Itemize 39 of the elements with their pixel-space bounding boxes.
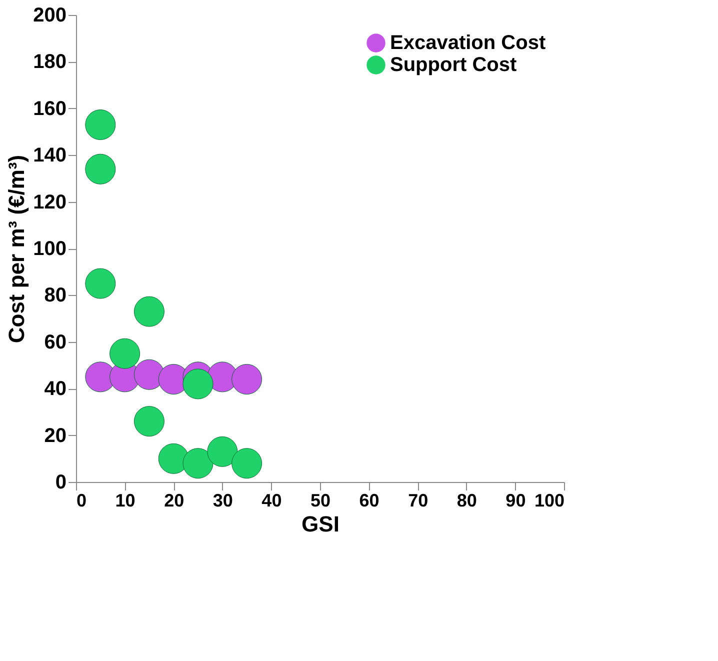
y-tick-label: 120 [33,191,66,214]
y-axis-title: Cost per m³ (€/m³) [4,154,30,344]
point [134,406,164,437]
x-tick-label: 30 [212,490,233,510]
y-tick-label: 80 [44,284,66,307]
x-tick-label: 60 [359,490,380,510]
point [85,110,116,140]
point [207,436,238,467]
point [232,364,262,394]
point [158,443,189,474]
y-tick-label: 180 [33,51,66,74]
point [134,359,164,390]
y-tick-label: 60 [44,331,66,354]
x-tick-label: 70 [408,490,428,510]
point [85,268,116,299]
x-tick-label: 20 [164,490,184,510]
y-tick-label: 200 [33,4,66,26]
x-tick-label: 100 [534,490,564,510]
y-tick-label: 100 [33,238,66,260]
x-axis-title: GSI [302,512,340,536]
x-tick-label: 50 [310,490,331,510]
x-tick-label: 40 [262,490,282,510]
point [110,338,140,369]
y-tick-label: 160 [33,98,66,120]
point [232,448,262,479]
point [85,154,116,184]
x-tick-label: 10 [115,490,136,510]
legend-label: Excavation Cost [390,32,546,54]
y-tick-label: 20 [44,424,66,447]
y-tick-label: 40 [44,378,66,400]
legend-label: Support Cost [390,54,517,76]
point [182,368,214,400]
point [134,296,164,327]
x-tick-label: 90 [506,490,526,510]
y-tick-label: 0 [55,472,66,494]
x-tick-label: 80 [456,490,477,510]
x-tick-label: 0 [76,490,87,510]
point [182,448,214,479]
y-tick-label: 140 [33,144,66,167]
